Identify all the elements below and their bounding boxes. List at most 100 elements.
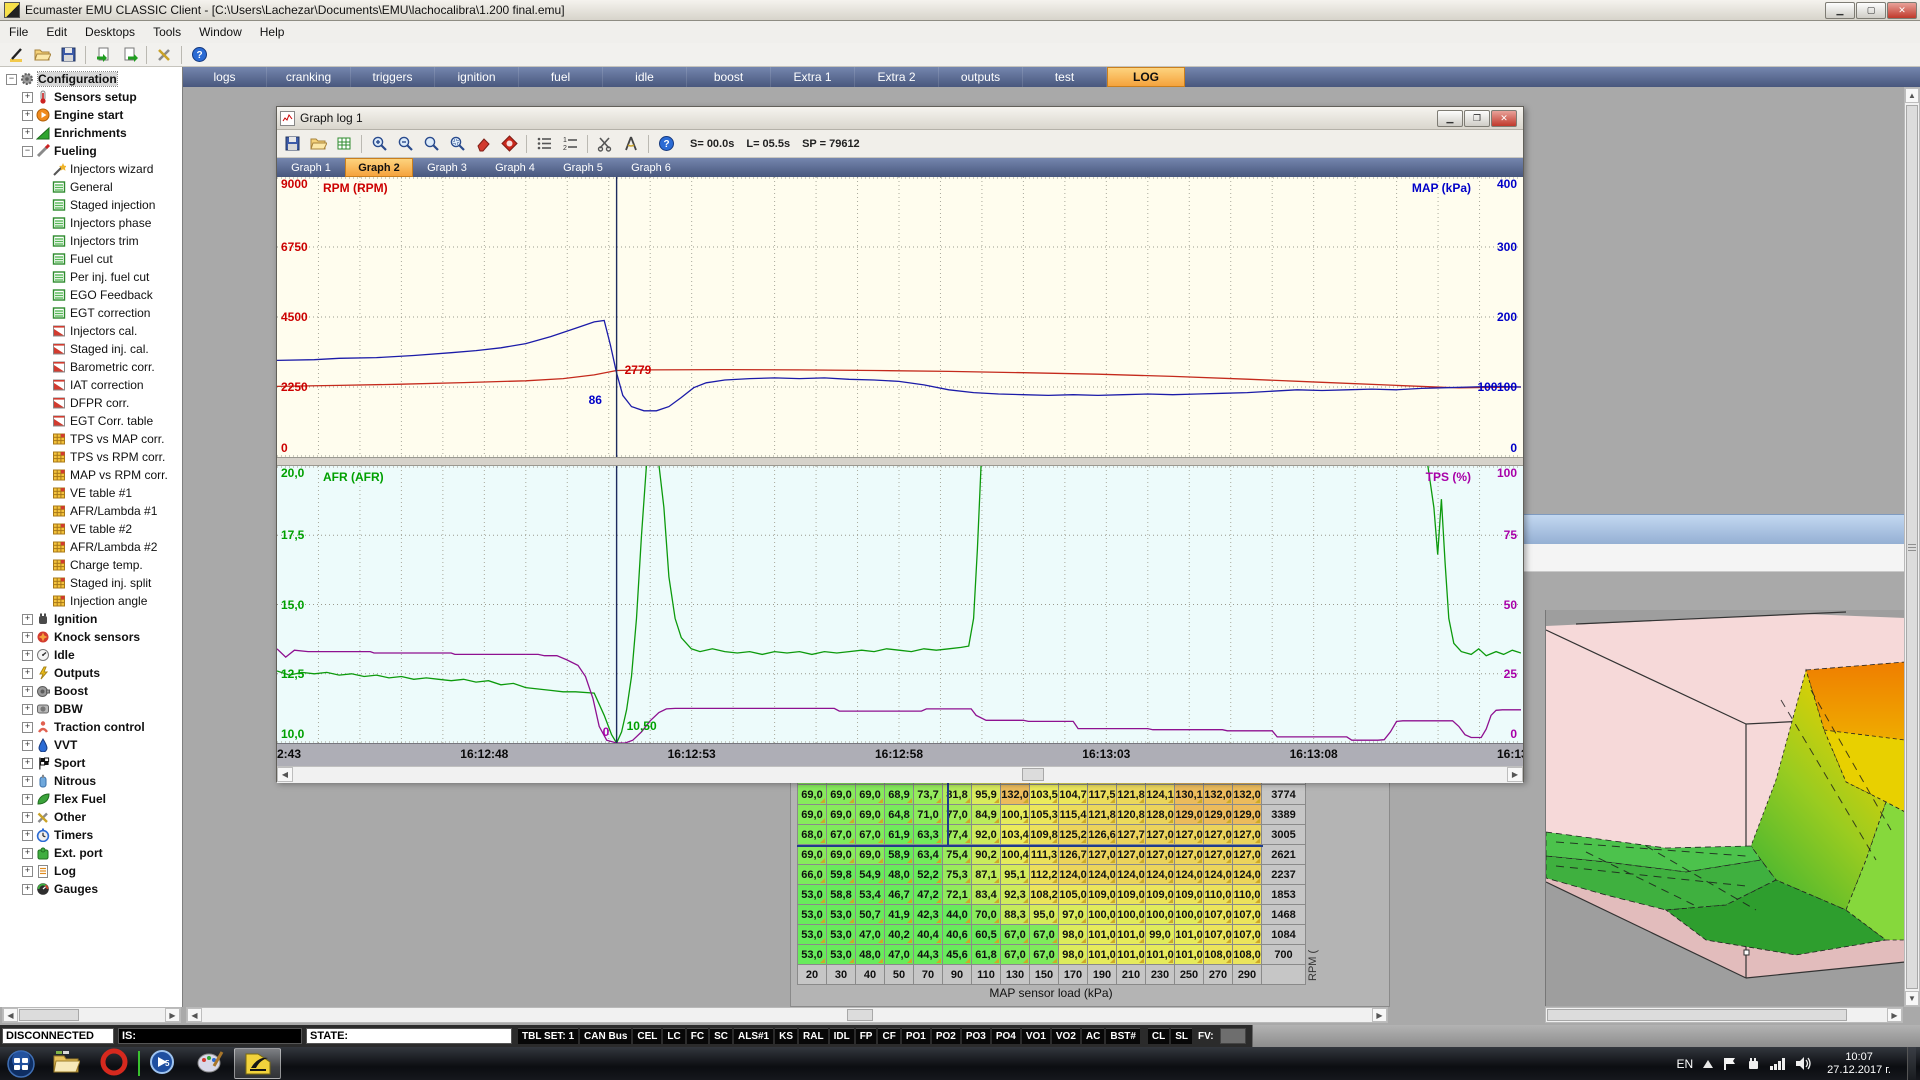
tree-item-charge-temp-[interactable]: Charge temp. bbox=[0, 556, 182, 574]
tree-item-dbw[interactable]: +DBW bbox=[0, 700, 182, 718]
ve-cell[interactable]: 121,8 bbox=[1088, 805, 1117, 825]
ve-cell[interactable]: 83,4 bbox=[972, 885, 1001, 905]
ve-cell[interactable]: 100,0 bbox=[1117, 905, 1146, 925]
ve-cell[interactable]: 63,3 bbox=[914, 825, 943, 845]
expand-icon[interactable]: + bbox=[22, 632, 33, 643]
tree-item-egt-corr-table[interactable]: EGT Corr. table bbox=[0, 412, 182, 430]
maximize-button[interactable]: ▢ bbox=[1856, 2, 1886, 19]
graph-h-scrollbar[interactable]: ◀ ▶ bbox=[277, 766, 1523, 783]
graph-tab-graph-5[interactable]: Graph 5 bbox=[549, 158, 617, 177]
power-plug-icon[interactable] bbox=[1746, 1057, 1760, 1070]
tree-item-afr-lambda-2[interactable]: AFR/Lambda #2 bbox=[0, 538, 182, 556]
ve-cell[interactable]: 90,2 bbox=[972, 845, 1001, 865]
ve-cell[interactable]: 112,2 bbox=[1030, 865, 1059, 885]
ve-cell[interactable]: 53,0 bbox=[798, 885, 827, 905]
ve-cell[interactable]: 72,1 bbox=[943, 885, 972, 905]
ve-cell[interactable]: 109,0 bbox=[1175, 885, 1204, 905]
ve-cell[interactable]: 53,0 bbox=[827, 905, 856, 925]
ve-cell[interactable]: 127,0 bbox=[1204, 825, 1233, 845]
ve-cell[interactable]: 130,1 bbox=[1175, 785, 1204, 805]
ve-cell[interactable]: 117,5 bbox=[1088, 785, 1117, 805]
eraser-icon[interactable] bbox=[471, 133, 495, 154]
tree-item-ignition[interactable]: +Ignition bbox=[0, 610, 182, 628]
export-page-icon[interactable] bbox=[117, 44, 141, 65]
ve-cell[interactable]: 46,7 bbox=[885, 885, 914, 905]
ve-cell[interactable]: 124,0 bbox=[1146, 865, 1175, 885]
close-button[interactable]: ✕ bbox=[1887, 2, 1917, 19]
ve-cell[interactable]: 92,3 bbox=[1001, 885, 1030, 905]
ve-cell[interactable]: 69,0 bbox=[856, 845, 885, 865]
ve-cell[interactable]: 98,0 bbox=[1059, 925, 1088, 945]
ve-cell[interactable]: 69,0 bbox=[798, 785, 827, 805]
save-floppy-icon[interactable] bbox=[280, 133, 304, 154]
action-center-flag-icon[interactable] bbox=[1723, 1057, 1736, 1070]
ve-cell[interactable]: 45,6 bbox=[943, 945, 972, 965]
chart-canvas[interactable] bbox=[277, 177, 1521, 457]
tree-item-timers[interactable]: +Timers bbox=[0, 826, 182, 844]
ve-cell[interactable]: 67,0 bbox=[1030, 945, 1059, 965]
clock[interactable]: 10:07 27.12.2017 г. bbox=[1821, 1051, 1897, 1077]
ve-cell[interactable]: 101,0 bbox=[1146, 945, 1175, 965]
scroll-right-arrow-icon[interactable]: ▶ bbox=[1372, 1008, 1387, 1022]
ve-cell[interactable]: 44,0 bbox=[943, 905, 972, 925]
graph-tab-graph-1[interactable]: Graph 1 bbox=[277, 158, 345, 177]
ve-cell[interactable]: 63,4 bbox=[914, 845, 943, 865]
scroll-up-arrow-icon[interactable]: ▲ bbox=[1905, 88, 1919, 103]
language-indicator[interactable]: EN bbox=[1676, 1057, 1693, 1071]
tree-item-fueling[interactable]: −Fueling bbox=[0, 142, 182, 160]
ve-cell[interactable]: 125,2 bbox=[1059, 825, 1088, 845]
ve-cell[interactable]: 126,7 bbox=[1059, 845, 1088, 865]
ve-cell[interactable]: 64,8 bbox=[885, 805, 914, 825]
ve-cell[interactable]: 53,0 bbox=[798, 925, 827, 945]
tree-item-sensors-setup[interactable]: +Sensors setup bbox=[0, 88, 182, 106]
ve-cell[interactable]: 129,0 bbox=[1204, 805, 1233, 825]
ve-cell[interactable]: 101,0 bbox=[1175, 945, 1204, 965]
ve-cell[interactable]: 68,0 bbox=[798, 825, 827, 845]
tab-logs[interactable]: logs bbox=[183, 67, 267, 87]
tree-item-tps-vs-rpm-corr-[interactable]: TPS vs RPM corr. bbox=[0, 448, 182, 466]
ve-cell[interactable]: 100,0 bbox=[1175, 905, 1204, 925]
expand-icon[interactable]: + bbox=[22, 848, 33, 859]
taskbar-button-bsplayer[interactable]: 5 bbox=[138, 1048, 185, 1079]
ve-cell[interactable]: 67,0 bbox=[827, 825, 856, 845]
ve-cell[interactable]: 107,0 bbox=[1204, 925, 1233, 945]
tree-item-tps-vs-map-corr-[interactable]: TPS vs MAP corr. bbox=[0, 430, 182, 448]
ve-cell[interactable]: 129,0 bbox=[1233, 805, 1262, 825]
ve-cell[interactable]: 101,0 bbox=[1088, 945, 1117, 965]
ve-cell[interactable]: 69,0 bbox=[798, 805, 827, 825]
tree-item-staged-inj-cal-[interactable]: Staged inj. cal. bbox=[0, 340, 182, 358]
ve-cell[interactable]: 66,0 bbox=[798, 865, 827, 885]
scroll-right-arrow-icon[interactable]: ▶ bbox=[1887, 1008, 1902, 1022]
ve-cell[interactable]: 53,0 bbox=[827, 925, 856, 945]
scroll-left-arrow-icon[interactable]: ◀ bbox=[277, 767, 293, 782]
ve-cell[interactable]: 69,0 bbox=[856, 805, 885, 825]
ve-cell[interactable]: 132,0 bbox=[1233, 785, 1262, 805]
tree-item-staged-injection[interactable]: Staged injection bbox=[0, 196, 182, 214]
table-window-h-scrollbar[interactable]: ◀ ▶ bbox=[186, 1007, 1388, 1023]
ve-cell[interactable]: 67,0 bbox=[1030, 925, 1059, 945]
ve-cell[interactable]: 127,0 bbox=[1088, 845, 1117, 865]
expand-icon[interactable]: + bbox=[22, 884, 33, 895]
tree-item-general[interactable]: General bbox=[0, 178, 182, 196]
graph-tab-graph-6[interactable]: Graph 6 bbox=[617, 158, 685, 177]
scroll-left-arrow-icon[interactable]: ◀ bbox=[3, 1008, 18, 1022]
tab-fuel[interactable]: fuel bbox=[519, 67, 603, 87]
tree-item-nitrous[interactable]: +Nitrous bbox=[0, 772, 182, 790]
ve-cell[interactable]: 127,0 bbox=[1117, 845, 1146, 865]
ve-cell[interactable]: 41,9 bbox=[885, 905, 914, 925]
ve-cell[interactable]: 100,1 bbox=[1001, 805, 1030, 825]
save-floppy-icon[interactable] bbox=[56, 44, 80, 65]
tab-outputs[interactable]: outputs bbox=[939, 67, 1023, 87]
ve-cell[interactable]: 67,0 bbox=[1001, 945, 1030, 965]
ve-cell[interactable]: 105,0 bbox=[1059, 885, 1088, 905]
tree-item-per-inj-fuel-cut[interactable]: Per inj. fuel cut bbox=[0, 268, 182, 286]
ve-cell[interactable]: 127,7 bbox=[1117, 825, 1146, 845]
tree-item-injectors-cal-[interactable]: Injectors cal. bbox=[0, 322, 182, 340]
ve-cell[interactable]: 48,0 bbox=[885, 865, 914, 885]
scroll-right-arrow-icon[interactable]: ▶ bbox=[165, 1008, 180, 1022]
ve-cell[interactable]: 124,0 bbox=[1059, 865, 1088, 885]
export-grid-icon[interactable] bbox=[332, 133, 356, 154]
ve-cell[interactable]: 40,2 bbox=[885, 925, 914, 945]
ve-cell[interactable]: 92,0 bbox=[972, 825, 1001, 845]
tree-item-injectors-wizard[interactable]: Injectors wizard bbox=[0, 160, 182, 178]
